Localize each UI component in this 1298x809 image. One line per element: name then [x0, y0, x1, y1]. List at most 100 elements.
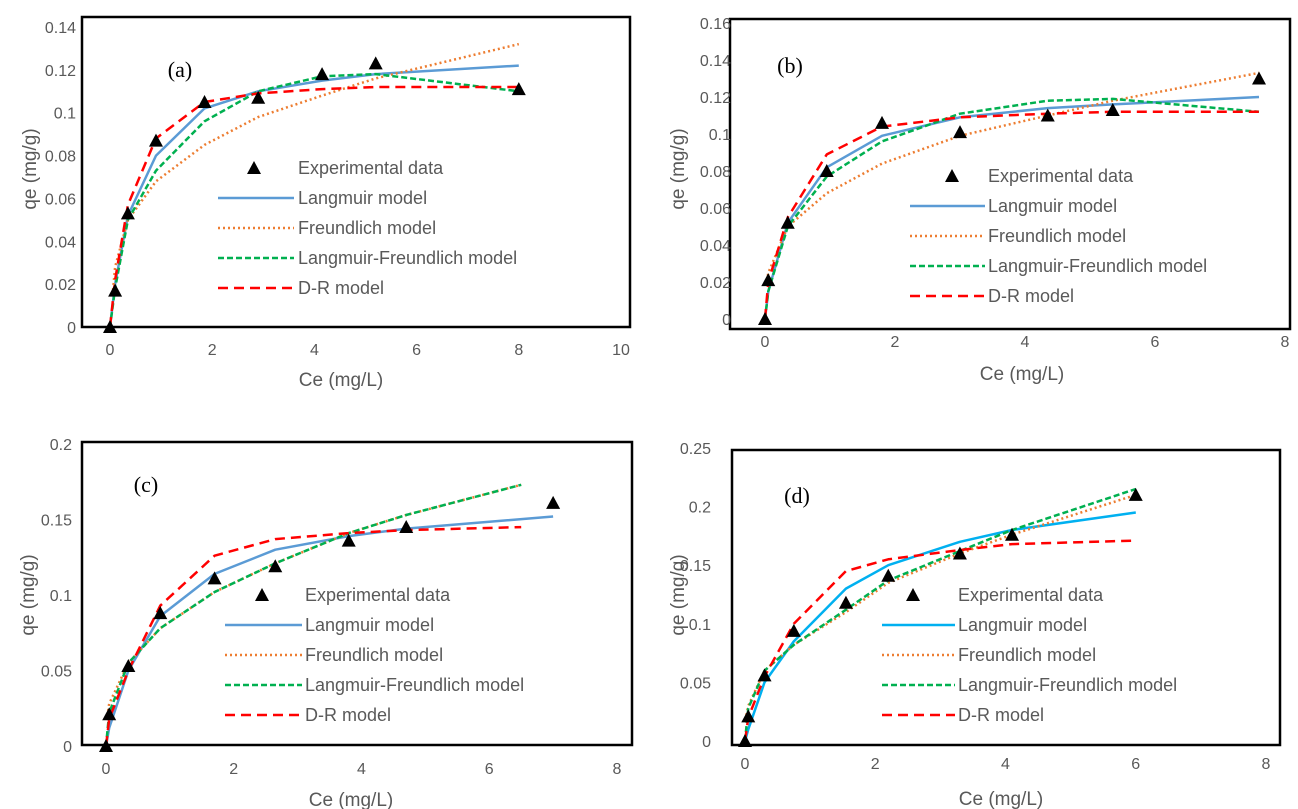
legend-langmuir-freundlich-label: Langmuir-Freundlich model — [305, 675, 524, 695]
y-tick-label: 0.14 — [45, 20, 76, 37]
y-tick-label: 0 — [722, 312, 731, 329]
experimental-point — [758, 312, 772, 325]
legend-freundlich-label: Freundlich model — [988, 226, 1126, 246]
experimental-point — [741, 709, 756, 723]
y-tick-label: 0.04 — [45, 234, 76, 251]
series-langmuir-freundlich-line — [108, 72, 519, 328]
x-tick-label: 6 — [1131, 756, 1140, 773]
panel-label: (c) — [134, 472, 158, 497]
y-tick-label: 0.06 — [45, 191, 76, 208]
experimental-point — [786, 623, 801, 637]
y-tick-label: 0.25 — [680, 441, 711, 458]
x-tick-label: 2 — [229, 761, 238, 778]
experimental-point — [153, 606, 168, 620]
legend-experimental-label: Experimental data — [988, 166, 1134, 186]
legend-experimental-marker — [247, 161, 261, 174]
chart-b: 0 0.02 0.04 0.06 0.08 0.1 0.12 0.14 0.16 0 2 4 6 8 Ce … — [668, 16, 1292, 385]
y-tick-label: 0.15 — [41, 513, 72, 530]
experimental-point — [197, 95, 212, 108]
series-dr-line — [104, 525, 522, 747]
experimental-point — [780, 215, 795, 229]
y-tick-label: 0.05 — [680, 675, 711, 692]
y-tick-label: 0.1 — [54, 106, 76, 123]
y-axis-title: qe (mg/g) — [20, 128, 41, 209]
x-tick-label: 6 — [412, 342, 421, 359]
series-langmuir-line — [763, 95, 1260, 320]
y-tick-label: 0 — [67, 320, 76, 337]
x-tick-label: 2 — [871, 756, 880, 773]
legend-experimental-label: Experimental data — [958, 585, 1104, 605]
legend-langmuir-label: Langmuir model — [305, 615, 434, 635]
y-tick-label: 0.12 — [45, 63, 76, 80]
y-tick-label: 0.14 — [700, 53, 731, 70]
x-tick-label: 2 — [208, 342, 217, 359]
legend-dr-label: D-R model — [988, 286, 1074, 306]
plot-frame — [728, 17, 1292, 331]
x-tick-label: 0 — [102, 761, 111, 778]
experimental-point — [1105, 102, 1120, 116]
x-tick-label: 4 — [357, 761, 366, 778]
legend-experimental-marker — [906, 588, 920, 601]
experimental-point — [761, 273, 776, 287]
legend-langmuir-freundlich-label: Langmuir-Freundlich model — [988, 256, 1207, 276]
x-tick-label: 8 — [1262, 756, 1271, 773]
y-tick-label: 0.05 — [41, 664, 72, 681]
y-axis-title: qe (mg/g) — [18, 554, 39, 635]
legend-experimental-marker — [945, 169, 959, 182]
experimental-point — [399, 520, 414, 534]
experimental-point — [102, 707, 117, 721]
experimental-point — [838, 595, 853, 609]
y-tick-label: 0.2 — [50, 437, 72, 454]
plot-frame — [80, 15, 632, 329]
legend-experimental-label: Experimental data — [305, 585, 451, 605]
experimental-point — [1128, 487, 1143, 501]
y-tick-label: 0.06 — [700, 201, 731, 218]
x-tick-label: 8 — [613, 761, 622, 778]
x-tick-label: 6 — [1151, 334, 1160, 351]
experimental-point — [953, 125, 967, 139]
y-tick-label: 0.02 — [700, 275, 731, 292]
experimental-point — [315, 67, 330, 81]
legend-langmuir-label: Langmuir model — [958, 615, 1087, 635]
legend-dr-label: D-R model — [305, 705, 391, 725]
series-freundlich-line — [106, 483, 522, 716]
series-langmuir-freundlich-line — [763, 97, 1260, 320]
x-tick-label: 0 — [106, 342, 115, 359]
chart-c: 0 0.05 0.1 0.15 0.2 0 2 4 6 8 Ce (mg/L) qe (mg/g) (c… — [18, 437, 634, 809]
x-tick-label: 0 — [761, 334, 770, 351]
x-tick-label: 4 — [310, 342, 319, 359]
panel-label: (a) — [168, 57, 192, 82]
series-dr-line — [743, 539, 1136, 742]
experimental-point — [148, 133, 163, 147]
experimental-point — [368, 56, 383, 70]
x-axis-title: Ce (mg/L) — [309, 790, 393, 809]
y-tick-label: 0.1 — [709, 127, 731, 144]
y-tick-label: 0.1 — [50, 588, 72, 605]
legend-langmuir-freundlich-label: Langmuir-Freundlich model — [958, 675, 1177, 695]
experimental-point — [99, 739, 113, 752]
y-tick-label: 0.15 — [680, 558, 711, 575]
y-axis-title: qe (mg/g) — [668, 554, 689, 635]
legend-langmuir-label: Langmuir model — [298, 188, 427, 208]
y-tick-label: 0 — [63, 739, 72, 756]
x-tick-label: 8 — [1281, 334, 1290, 351]
experimental-point — [341, 533, 356, 547]
experimental-point — [121, 658, 136, 672]
series-langmuir-line — [743, 511, 1136, 742]
x-axis-title: Ce (mg/L) — [959, 789, 1043, 809]
y-tick-label: 0.02 — [45, 277, 76, 294]
experimental-point — [881, 568, 896, 582]
experimental-point — [103, 320, 117, 333]
chart-a: 0 0.02 0.04 0.06 0.08 0.1 0.12 0.14 0 2 4 6 8 10 Ce (m… — [20, 15, 632, 391]
y-tick-label: 0 — [702, 734, 711, 751]
legend-dr-label: D-R model — [958, 705, 1044, 725]
experimental-point — [819, 164, 834, 177]
experimental-point — [511, 82, 526, 96]
series-langmuir-freundlich-line — [104, 483, 522, 747]
experimental-point — [207, 571, 222, 585]
y-tick-label: 0.08 — [700, 164, 731, 181]
experimental-point — [952, 546, 967, 560]
experimental-point — [1252, 71, 1266, 85]
x-tick-label: 2 — [891, 334, 900, 351]
plot-frame — [80, 440, 634, 747]
